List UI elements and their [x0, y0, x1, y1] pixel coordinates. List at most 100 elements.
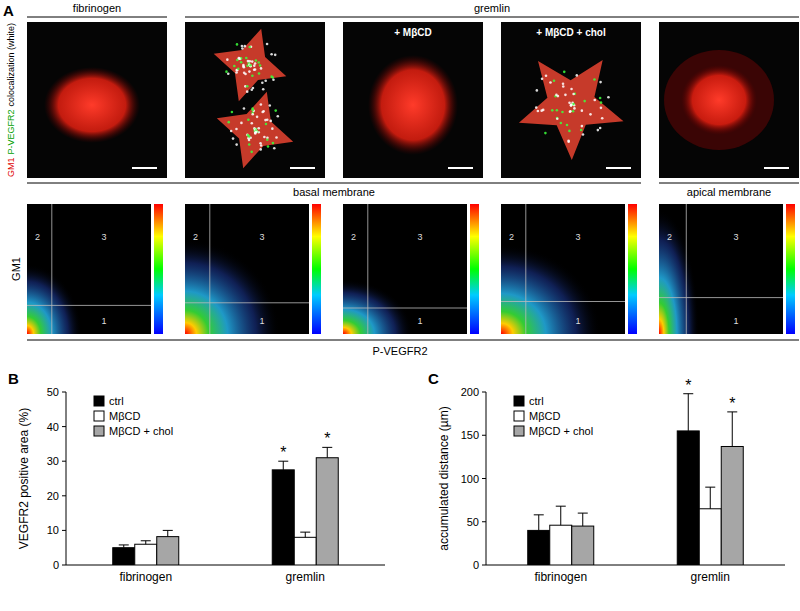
- density-cloud: [659, 209, 699, 334]
- threshold-line: [209, 204, 210, 334]
- speckle: [259, 148, 262, 151]
- speckle: [250, 122, 253, 125]
- speckle: [264, 119, 267, 122]
- speckle: [553, 79, 556, 82]
- threshold-line: [343, 308, 467, 309]
- quadrant-label: 2: [667, 232, 672, 242]
- speckle: [582, 133, 585, 136]
- error-bar: [727, 412, 737, 447]
- speckle: [277, 115, 280, 118]
- speckle: [227, 73, 230, 76]
- cell: [217, 92, 293, 168]
- figure: AfibrinogengremlinGM1P-VEGFR2colocalizat…: [0, 0, 800, 611]
- significance: *: [729, 395, 735, 412]
- speckle: [231, 111, 234, 114]
- speckle: [260, 67, 263, 70]
- speckle: [274, 109, 277, 112]
- speckle: [567, 140, 570, 143]
- tick-label: 40: [47, 421, 59, 433]
- speckle: [246, 85, 249, 88]
- scale-bar: [448, 167, 473, 169]
- speckle: [262, 110, 265, 113]
- error-line: [145, 541, 146, 544]
- speckle: [535, 106, 538, 109]
- scale-bar: [290, 167, 315, 169]
- micrograph: [27, 22, 167, 178]
- error-line: [538, 515, 539, 531]
- quadrant-label: 2: [35, 232, 40, 242]
- image-bg: [343, 22, 483, 178]
- bar: [677, 431, 699, 565]
- legend-label: MβCD: [529, 410, 560, 422]
- cytofluorogram: [659, 204, 795, 334]
- quadrant-label: 1: [733, 316, 738, 326]
- speckle: [572, 110, 575, 113]
- speckle: [259, 142, 262, 145]
- tick-label: 200: [461, 386, 479, 398]
- speckle: [242, 65, 245, 68]
- error-line: [732, 412, 733, 447]
- plot-bg: [659, 204, 783, 334]
- error-bar: [163, 530, 173, 536]
- speckle: [253, 64, 256, 67]
- speckle: [268, 104, 271, 107]
- speckle: [248, 70, 251, 73]
- speckle: [270, 53, 273, 56]
- tick-label: 0: [53, 559, 59, 571]
- speckle: [555, 94, 558, 97]
- y-axis: [66, 392, 67, 565]
- speckle: [272, 78, 275, 81]
- plot-bg: [185, 204, 309, 334]
- speckle: [266, 43, 269, 46]
- threshold-line: [686, 204, 687, 334]
- speckle: [556, 117, 559, 120]
- speckle: [249, 60, 252, 63]
- speckle: [570, 104, 573, 107]
- error-bar: [141, 541, 151, 544]
- panel-label: B: [8, 370, 19, 387]
- threshold-line: [185, 302, 309, 303]
- speckle: [572, 93, 575, 96]
- bars: [113, 447, 339, 565]
- bar: [528, 530, 550, 565]
- bar: [699, 509, 721, 565]
- error-bar: [556, 506, 566, 525]
- speckle: [232, 137, 235, 140]
- colorbar: [154, 204, 163, 334]
- axis-label: VEGFR2 positive area (%): [17, 408, 31, 549]
- error-cap: [556, 506, 566, 507]
- error-line: [305, 532, 306, 537]
- tick: [482, 392, 486, 393]
- speckle: [245, 57, 248, 60]
- speckle: [255, 130, 258, 133]
- speckle: [261, 111, 264, 114]
- quadrant-label: 1: [575, 316, 580, 326]
- speckle: [271, 76, 274, 79]
- bar: [294, 537, 316, 565]
- speckle: [249, 65, 252, 68]
- speckle: [581, 125, 584, 128]
- speckle: [233, 65, 236, 68]
- significance: *: [685, 377, 691, 394]
- tick: [62, 530, 66, 531]
- speckle: [569, 110, 572, 113]
- bar: [157, 537, 179, 565]
- speckle: [254, 131, 257, 134]
- tick-label: 50: [47, 386, 59, 398]
- speckle: [269, 120, 272, 123]
- error-bar: [119, 545, 129, 548]
- quadrant-label: 3: [575, 232, 580, 242]
- channel-label: GM1: [6, 158, 16, 178]
- threshold-line: [27, 305, 151, 306]
- tick: [62, 461, 66, 462]
- speckle: [251, 60, 254, 63]
- group-label: gremlin: [474, 2, 510, 14]
- legend-swatch: [94, 396, 104, 406]
- speckle: [537, 110, 540, 113]
- category-label: gremlin: [691, 570, 730, 584]
- error-cap: [141, 540, 151, 541]
- tick-label: 20: [47, 490, 59, 502]
- speckle: [246, 90, 249, 93]
- speckle: [244, 73, 247, 76]
- image-bg: [501, 22, 641, 178]
